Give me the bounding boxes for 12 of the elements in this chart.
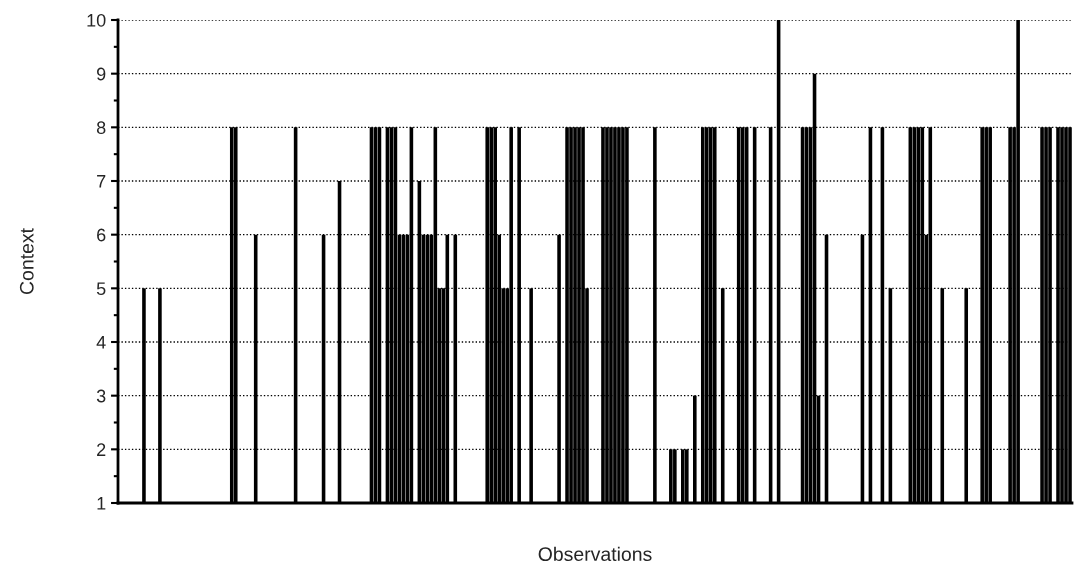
y-tick-label: 8	[96, 121, 106, 135]
y-tick-label: 1	[97, 497, 106, 510]
y-tick-label: 10	[87, 13, 106, 27]
y-tick-label: 3	[96, 389, 106, 403]
y-tick-label: 6	[97, 228, 106, 242]
y-axis-title: Context	[19, 228, 34, 295]
y-tick-label: 5	[96, 282, 106, 296]
y-tick-label: 2	[97, 443, 106, 456]
y-tick-label: 4	[96, 336, 106, 349]
x-axis-title: Observations	[538, 546, 652, 562]
y-tick-label: 9	[97, 67, 106, 81]
y-tick-label: 7	[97, 175, 106, 188]
